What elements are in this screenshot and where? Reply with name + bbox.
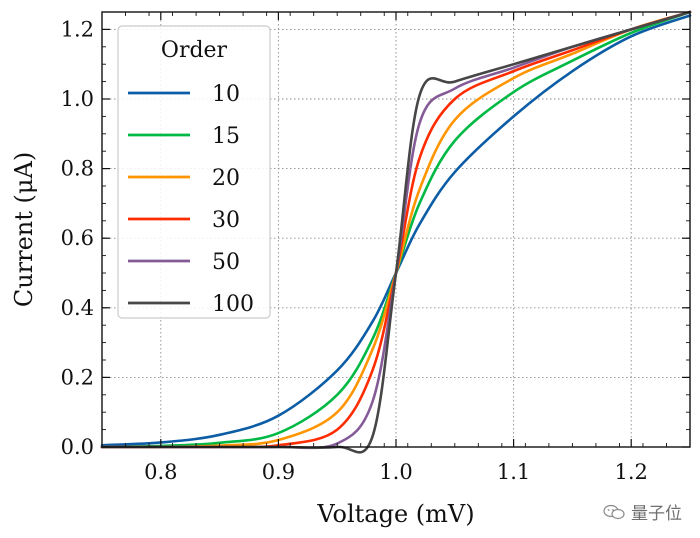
legend-label-20: 20 — [212, 166, 240, 191]
x-tick-label: 1.1 — [497, 460, 530, 484]
legend-title: Order — [161, 38, 228, 63]
legend-label-50: 50 — [212, 250, 240, 275]
x-tick-label: 0.8 — [144, 460, 177, 484]
x-axis-label: Voltage (mV) — [316, 500, 474, 528]
x-tick-label: 1.2 — [614, 460, 647, 484]
y-tick-label: 0.8 — [61, 157, 94, 181]
legend-items: 10 15 20 30 50 100 — [128, 82, 254, 317]
y-tick-label: 1.2 — [61, 17, 94, 41]
y-tick-label: 0.0 — [61, 435, 94, 459]
wechat-icon — [603, 504, 625, 519]
x-tick-label: 0.9 — [262, 460, 295, 484]
watermark-text: 量子位 — [631, 504, 682, 524]
ticks: 0.8 0.9 1.0 1.1 1.2 0.0 0.2 0.4 0.6 0.8 1.0 1.2 — [61, 11, 691, 484]
legend-box — [117, 25, 271, 319]
legend-label-100: 100 — [212, 292, 254, 317]
y-tick-label: 0.4 — [61, 296, 94, 320]
legend-label-10: 10 — [212, 82, 240, 107]
y-tick-label: 0.2 — [61, 365, 94, 389]
legend: Order 10 15 20 30 50 100 — [117, 25, 271, 319]
x-tick-label: 1.0 — [379, 460, 412, 484]
watermark: 量子位 — [603, 499, 682, 524]
legend-label-30: 30 — [212, 208, 240, 233]
y-axis-label: Current (μA) — [10, 152, 38, 307]
y-tick-label: 1.0 — [61, 87, 94, 111]
y-tick-label: 0.6 — [61, 226, 94, 250]
legend-label-15: 15 — [212, 124, 240, 149]
